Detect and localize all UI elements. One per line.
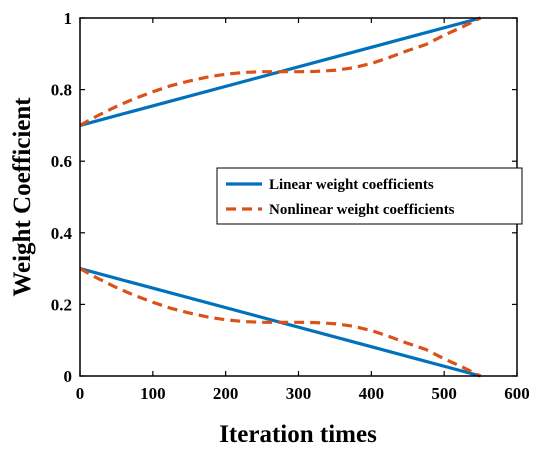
axis-ticks: 0 100 200 300 400 500 600 0 0.2 0.4 0.6 0.8 1 xyxy=(51,9,530,403)
y-tick-label: 0 xyxy=(64,367,73,386)
y-tick-label: 1 xyxy=(64,9,73,28)
x-tick-label: 600 xyxy=(504,384,530,403)
y-axis-label: Weight Coefficient xyxy=(9,97,36,297)
plot-lines xyxy=(79,16,482,378)
y-tick-label: 0.2 xyxy=(51,295,72,314)
x-tick-label: 300 xyxy=(286,384,312,403)
x-tick-label: 500 xyxy=(431,384,457,403)
legend-box xyxy=(216,167,523,225)
x-axis-label: Iteration times xyxy=(219,421,377,448)
legend-label-linear: Linear weight coefficients xyxy=(269,177,434,193)
x-tick-label: 0 xyxy=(76,384,85,403)
nonlinear-series-line-1 xyxy=(79,16,482,127)
y-tick-label: 0.8 xyxy=(51,81,72,100)
y-tick-label: 0.4 xyxy=(51,224,73,243)
y-tick-label: 0.6 xyxy=(51,152,72,171)
nonlinear-series-line-3 xyxy=(79,267,482,378)
x-tick-label: 400 xyxy=(359,384,385,403)
x-tick-label: 100 xyxy=(140,384,166,403)
legend: Linear weight coefficients Nonlinear wei… xyxy=(216,167,523,225)
legend-label-nonlinear: Nonlinear weight coefficients xyxy=(269,202,455,218)
x-tick-label: 200 xyxy=(213,384,239,403)
